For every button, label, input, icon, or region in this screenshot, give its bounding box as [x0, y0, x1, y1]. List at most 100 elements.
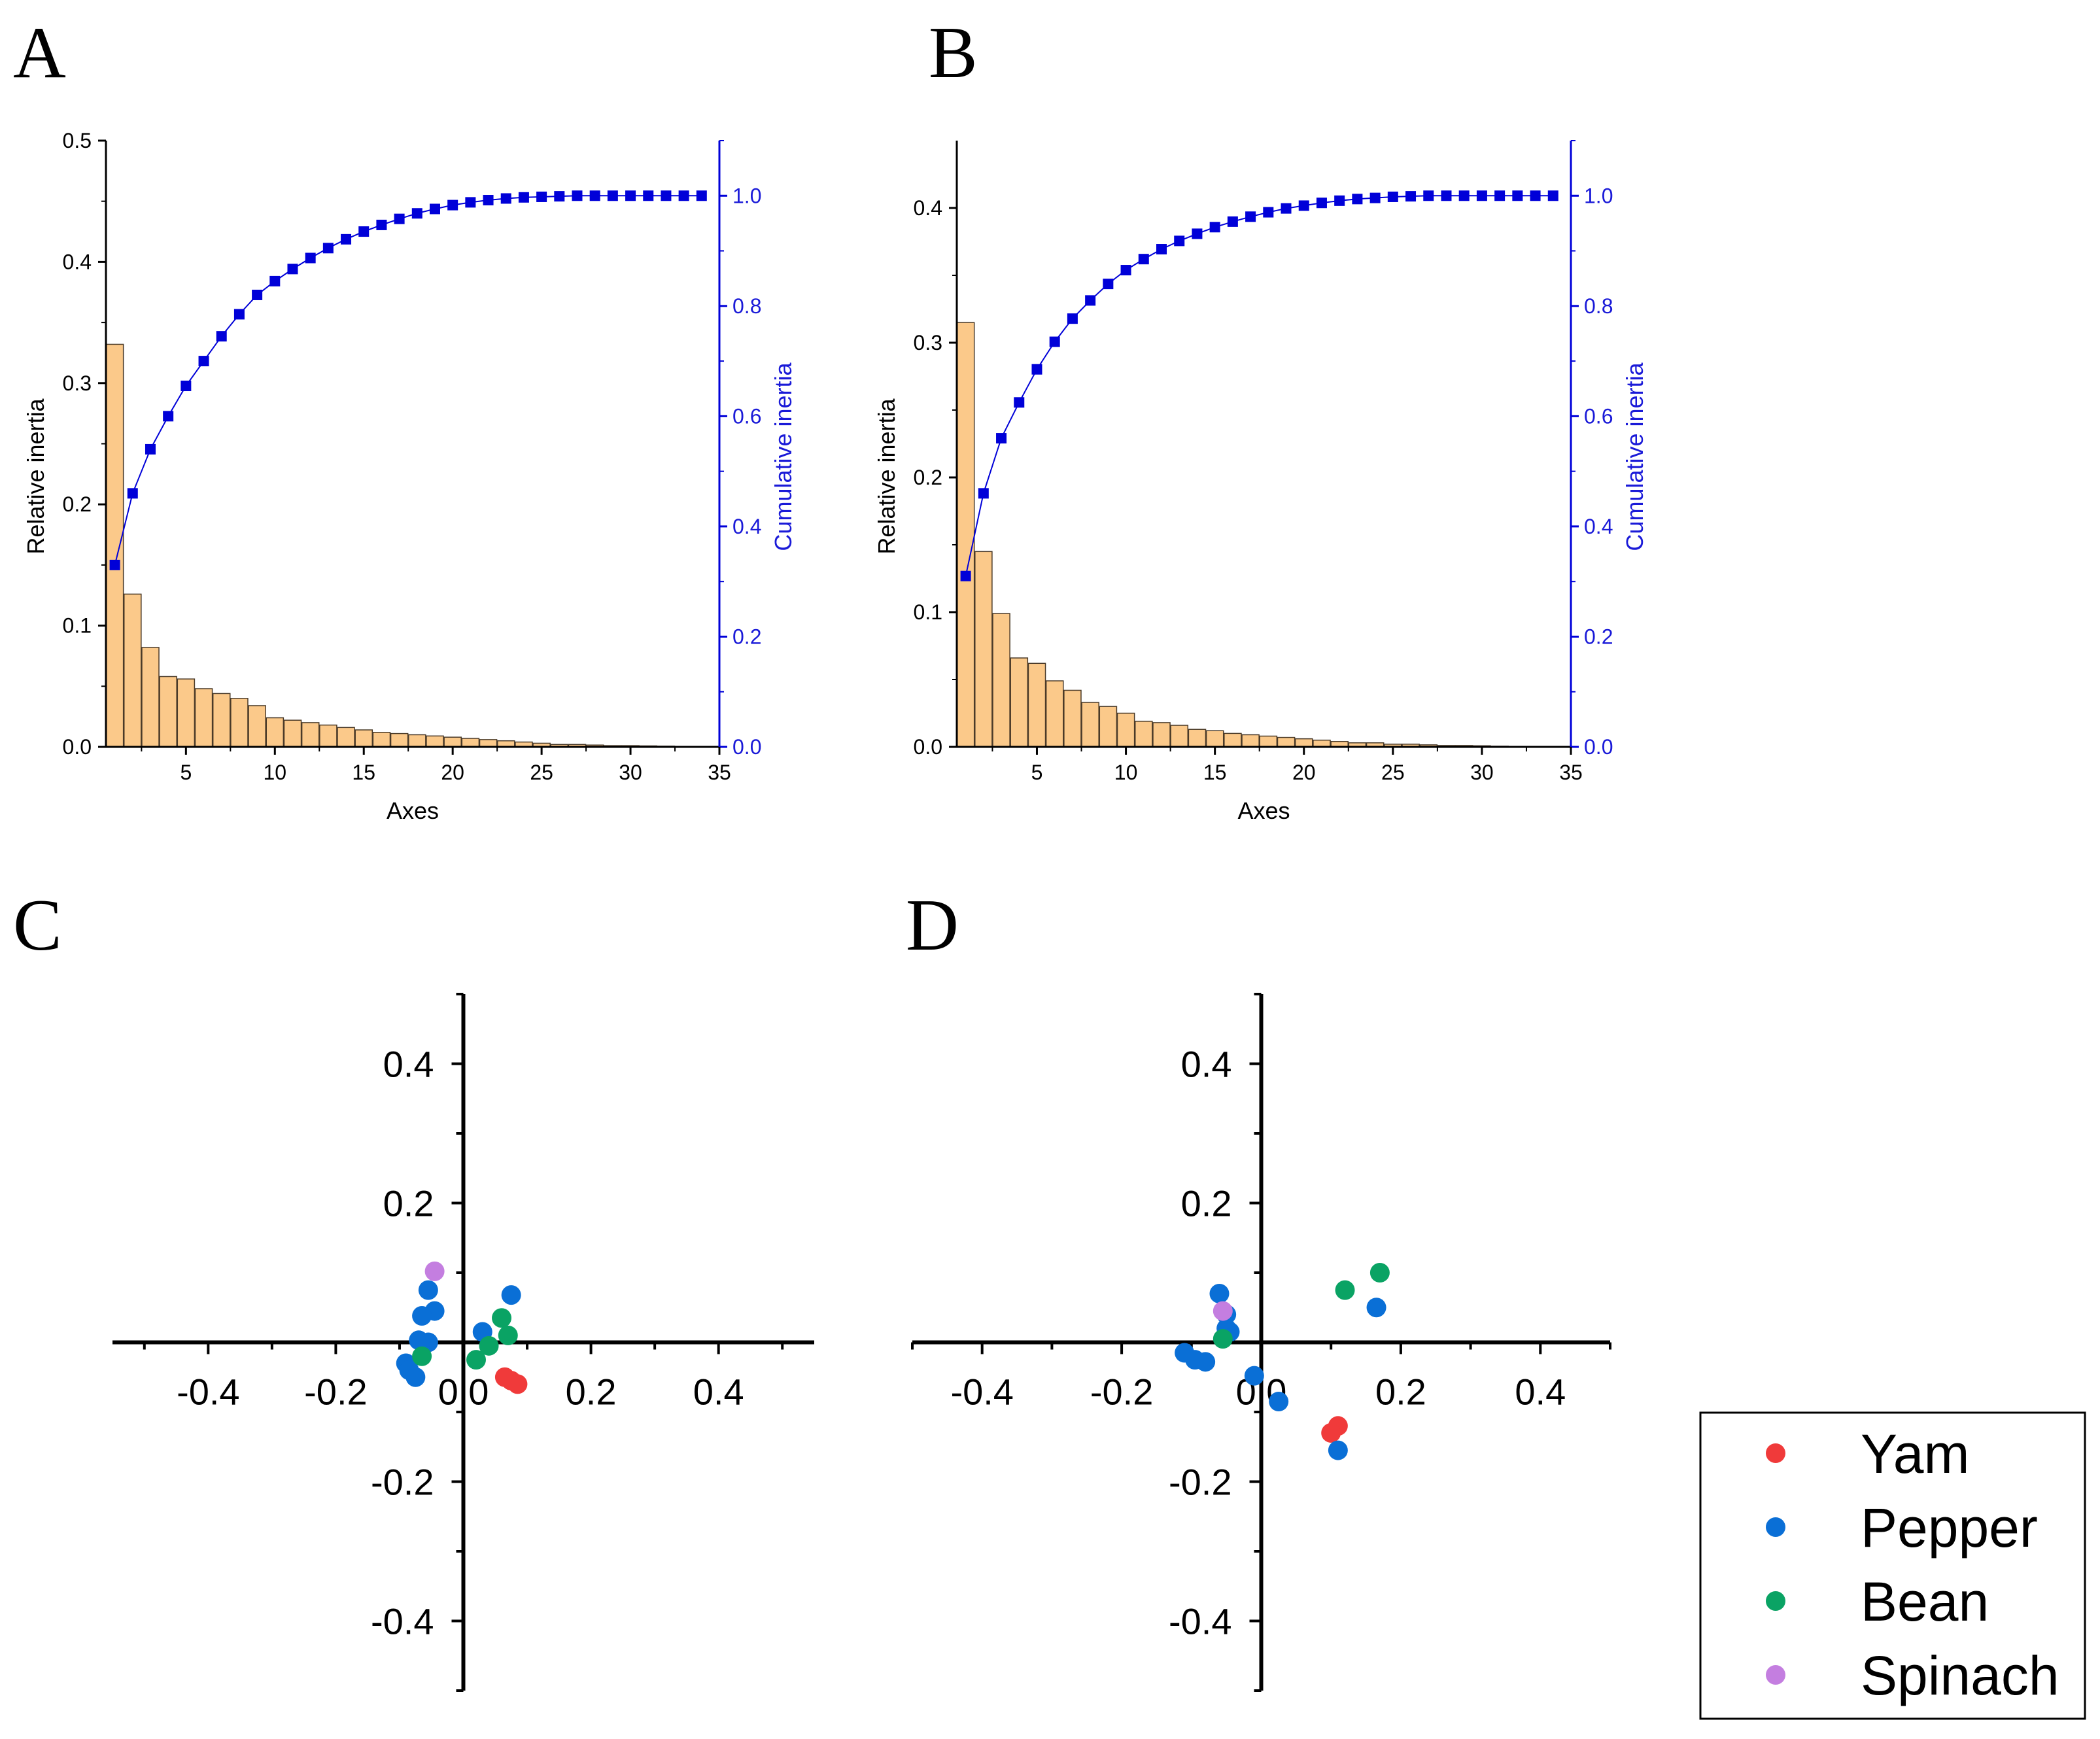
point-yam-2 [1321, 1422, 1341, 1443]
cumulative-point-3 [145, 443, 156, 455]
cumulative-point-11 [287, 264, 298, 275]
panel-letter-b: B [929, 12, 978, 94]
y2-tick-label: 0.6 [732, 404, 761, 428]
legend: Yam Pepper Bean Spinach [1699, 1411, 2086, 1720]
x-tick-label: 15 [1203, 761, 1227, 784]
cumulative-point-28 [1441, 190, 1452, 201]
cumulative-point-16 [376, 219, 387, 230]
cumulative-point-14 [341, 233, 352, 245]
y-tick-label: 0.1 [63, 614, 92, 638]
cumulative-point-7 [216, 331, 227, 342]
bar-axis-10 [1116, 712, 1135, 748]
x-tick-label: 0.0 [438, 1371, 489, 1413]
x-tick-label: 35 [708, 761, 731, 784]
y-tick-label: 0.4 [63, 250, 92, 273]
cumulative-point-31 [643, 190, 654, 201]
y2-tick-label: 0.2 [1584, 625, 1613, 648]
y2-tick-label: 0.0 [732, 735, 761, 759]
legend-marker-pepper [1766, 1517, 1785, 1537]
point-pepper-8 [1244, 1366, 1264, 1386]
cumulative-point-5 [1031, 364, 1042, 375]
point-pepper-11 [1366, 1298, 1386, 1318]
y2-tick-label: 0.0 [1584, 735, 1613, 759]
bar-axis-7 [212, 693, 231, 748]
cumulative-point-33 [1530, 190, 1541, 201]
bar-axis-21 [1313, 739, 1331, 748]
cumulative-point-10 [269, 275, 281, 286]
cumulative-point-21 [465, 197, 476, 208]
bar-axis-12 [301, 722, 320, 748]
point-bean-5 [412, 1346, 432, 1366]
point-pepper-9 [501, 1285, 521, 1305]
y-tick-label: 0.5 [63, 129, 92, 152]
y-tick-label: 0.3 [914, 331, 942, 354]
bar-axis-9 [1099, 706, 1118, 748]
chart-c: -0.4 -0.2 0.0 0.2 0.4 0.4 0.2 -0.2 -0.4 [112, 993, 814, 1692]
cumulative-point-2 [978, 488, 989, 499]
y2-tick-label: 0.4 [1584, 515, 1613, 538]
x-tick-label: 0.2 [1375, 1371, 1426, 1413]
y-tick-label: 0.2 [914, 466, 942, 489]
x-tick-label: 30 [619, 761, 642, 784]
panel-letter-a: A [13, 12, 66, 94]
bar-axis-20 [443, 736, 462, 748]
y2-tick-label: 0.6 [1584, 404, 1613, 428]
x-tick-label: 0.2 [566, 1371, 617, 1413]
bar-axis-17 [1241, 734, 1260, 748]
y2-axis-title: Cumulative inertia [770, 362, 797, 551]
bar-axis-18 [407, 734, 426, 748]
point-pepper-1 [418, 1280, 438, 1300]
cumulative-point-18 [411, 208, 422, 219]
panel-letter-c: C [13, 885, 62, 966]
x-tick-label: 15 [352, 761, 375, 784]
bar-axis-8 [1081, 702, 1099, 748]
bar-axis-17 [390, 732, 409, 748]
y-tick-label: 0.2 [1181, 1183, 1232, 1224]
cumulative-point-17 [1245, 211, 1256, 222]
y-tick-label: -0.4 [371, 1601, 434, 1642]
cumulative-point-20 [447, 199, 458, 211]
y-tick-label: 0.3 [63, 371, 92, 395]
bar-axis-14 [1188, 729, 1207, 748]
point-bean-2 [1369, 1263, 1390, 1283]
y-tick-label: 0.1 [914, 600, 942, 624]
cumulative-point-13 [322, 243, 334, 254]
bar-axis-19 [1277, 736, 1296, 748]
cumulative-point-30 [625, 190, 636, 201]
bar-axis-4 [159, 676, 177, 748]
bar-axis-1 [956, 322, 975, 748]
cumulative-point-23 [500, 193, 511, 204]
cumulative-line [965, 195, 1553, 577]
y2-tick-label: 0.8 [1584, 294, 1613, 318]
bar-axis-11 [283, 719, 302, 748]
cumulative-line [114, 195, 702, 566]
x-tick-label: 35 [1559, 761, 1583, 784]
cumulative-point-23 [1352, 194, 1363, 205]
chart-d: -0.4 -0.2 0.0 0.2 0.40.40.2-0.2-0.4 [911, 993, 1611, 1692]
cumulative-point-27 [572, 190, 583, 201]
y2-axis-title: Cumulative inertia [1621, 362, 1648, 551]
legend-marker-yam [1766, 1443, 1785, 1463]
cumulative-point-30 [1476, 190, 1487, 201]
point-bean-2 [498, 1325, 518, 1345]
legend-marker-spinach [1766, 1665, 1785, 1685]
x-tick-label: 5 [1031, 761, 1043, 784]
cumulative-point-31 [1494, 190, 1506, 201]
y-axis-title: Relative inertia [22, 398, 49, 554]
cumulative-point-26 [554, 191, 565, 202]
bar-axis-5 [177, 678, 196, 748]
cumulative-point-9 [252, 289, 263, 300]
cumulative-point-28 [589, 190, 600, 201]
bar-axis-3 [141, 647, 160, 748]
chart-a: 0.0 0.1 0.2 0.3 0.4 0.5 0.0 0.2 0.4 0.6 0.8 1.0 5 10 1… [22, 129, 797, 824]
point-pepper-3 [412, 1306, 432, 1326]
cumulative-point-25 [1387, 191, 1398, 202]
point-pepper-1 [1209, 1283, 1230, 1303]
cumulative-point-9 [1103, 279, 1114, 290]
cumulative-point-21 [1316, 198, 1327, 209]
bar-axis-15 [1205, 730, 1224, 748]
cumulative-point-19 [429, 203, 440, 215]
y-tick-label: -0.4 [1169, 1601, 1232, 1642]
x-axis-title: Axes [387, 797, 439, 824]
